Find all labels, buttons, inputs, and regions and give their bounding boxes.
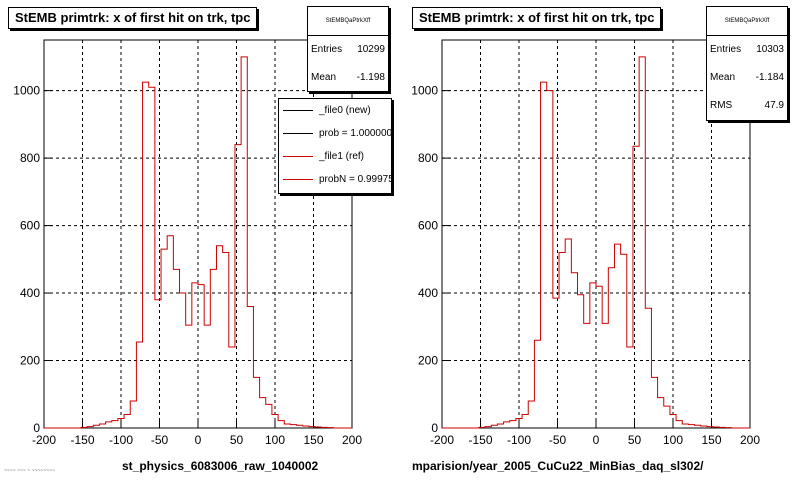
histogram-series	[442, 56, 750, 429]
stats-row-mean: Mean -1.184	[707, 64, 787, 92]
x-tick-label: 100	[663, 433, 683, 447]
chart-title: StEMB primtrk: x of first hit on trk, tp…	[412, 7, 662, 29]
legend-swatch	[283, 156, 313, 157]
legend-entry: probN = 0.99975	[279, 168, 391, 191]
stats-value: 10303	[756, 44, 784, 55]
x-tick-label: -50	[151, 433, 169, 447]
x-tick-label: 0	[195, 433, 202, 447]
legend-entry: _file0 (new)	[279, 99, 391, 122]
y-tick-label: 800	[20, 151, 40, 165]
legend-label: probN = 0.99975	[319, 174, 392, 185]
x-tick-label: -100	[507, 433, 531, 447]
stats-row-entries: Entries 10303	[707, 36, 787, 64]
stats-row-mean: Mean -1.198	[308, 64, 388, 92]
x-tick-label: -100	[109, 433, 133, 447]
x-tick-label: -200	[430, 433, 454, 447]
legend-label: _file1 (ref)	[319, 151, 365, 162]
stats-row-rms: RMS 47.9	[707, 92, 787, 120]
x-tick-label: 50	[230, 433, 244, 447]
x-tick-label: -200	[32, 433, 56, 447]
stats-header: StEMBQaPtrkXff	[308, 7, 388, 36]
footer-text: ~~~~ ~~~ ~ ~~~~~~~~	[4, 468, 55, 474]
stats-box: StEMBQaPtrkXff Entries 10303 Mean -1.184…	[706, 6, 788, 121]
legend-swatch	[283, 133, 313, 134]
stats-header: StEMBQaPtrkXff	[707, 7, 787, 36]
x-axis-title-text: st_physics_6083006_raw_1040002	[122, 459, 319, 473]
x-tick-label: 150	[701, 433, 721, 447]
stats-value: -1.198	[356, 72, 385, 83]
x-axis-title: st_physics_6083006_raw_1040002	[122, 459, 318, 473]
y-tick-label: 400	[20, 286, 40, 300]
y-tick-label: 200	[20, 354, 40, 368]
y-tick-label: 1000	[13, 84, 40, 98]
stats-value: 47.9	[764, 100, 784, 111]
x-tick-label: 0	[593, 433, 600, 447]
chart-title-text: StEMB primtrk: x of first hit on trk, tp…	[15, 10, 251, 25]
x-tick-label: -50	[549, 433, 567, 447]
stats-label: Entries	[710, 44, 742, 55]
histogram-series	[44, 56, 352, 429]
y-tick-label: 600	[20, 219, 40, 233]
y-tick-label: 200	[418, 354, 438, 368]
x-tick-label: 200	[740, 433, 760, 447]
stats-box: StEMBQaPtrkXff Entries 10299 Mean -1.198	[307, 6, 389, 92]
legend-swatch	[283, 110, 313, 111]
y-tick-label: 0	[431, 421, 438, 435]
legend: _file0 (new) prob = 1.000000 _file1 (ref…	[278, 98, 392, 194]
x-tick-label: -150	[70, 433, 94, 447]
y-tick-label: 600	[418, 219, 438, 233]
stats-row-entries: Entries 10299	[308, 36, 388, 64]
stats-label: Mean	[311, 72, 337, 83]
x-tick-label: 50	[628, 433, 642, 447]
y-tick-label: 0	[33, 421, 40, 435]
legend-swatch	[283, 179, 313, 180]
y-tick-label: 400	[418, 286, 438, 300]
x-tick-label: 100	[265, 433, 285, 447]
chart-title-text: StEMB primtrk: x of first hit on trk, tp…	[419, 10, 655, 25]
y-tick-label: 800	[418, 151, 438, 165]
stats-label: Mean	[710, 72, 736, 83]
legend-label: _file0 (new)	[319, 105, 371, 116]
x-tick-label: -150	[468, 433, 492, 447]
x-axis-title: mparision/year_2005_CuCu22_MinBias_daq_s…	[412, 459, 703, 473]
y-tick-label: 1000	[411, 84, 438, 98]
stats-value: -1.184	[755, 72, 784, 83]
stats-label: Entries	[311, 44, 343, 55]
legend-label: prob = 1.000000	[319, 128, 392, 139]
legend-entry: prob = 1.000000	[279, 122, 391, 145]
chart-title: StEMB primtrk: x of first hit on trk, tp…	[8, 7, 258, 29]
x-tick-label: 150	[303, 433, 323, 447]
legend-entry: _file1 (ref)	[279, 145, 391, 168]
stats-label: RMS	[710, 100, 733, 111]
x-tick-label: 200	[342, 433, 362, 447]
x-axis-title-text: mparision/year_2005_CuCu22_MinBias_daq_s…	[412, 459, 704, 473]
stats-value: 10299	[357, 44, 385, 55]
